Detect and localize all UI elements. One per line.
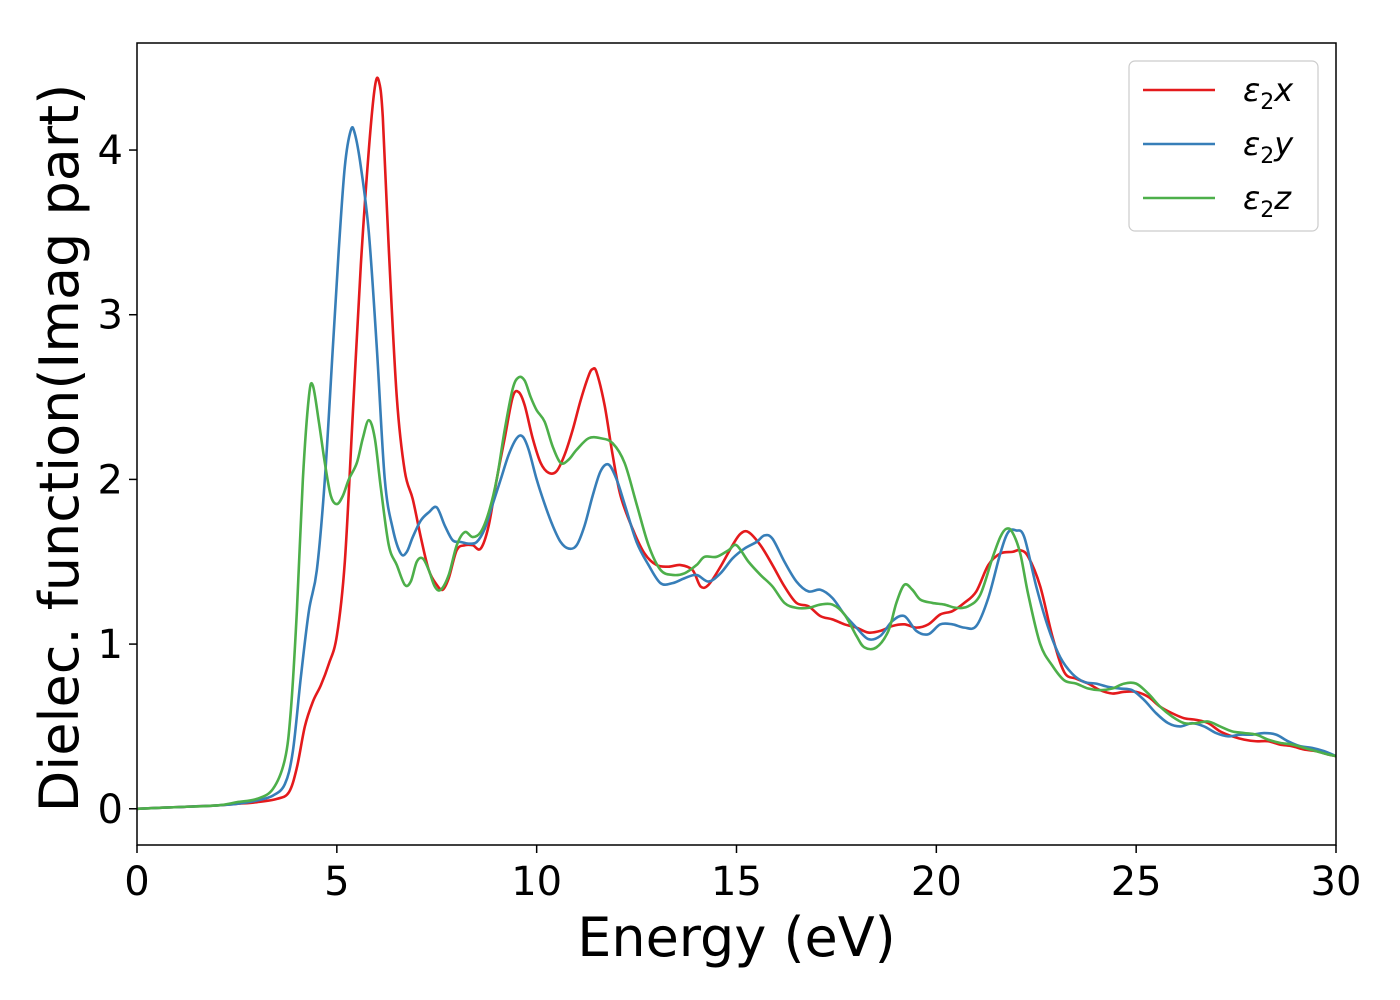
- x-tick-label: 15: [711, 859, 762, 905]
- y-tick-label: 4: [98, 128, 123, 174]
- legend-label-z: ε2z: [1243, 179, 1292, 223]
- legend-box: [1128, 60, 1319, 232]
- x-tick-label: 10: [511, 859, 562, 905]
- y-axis: 0 1 2 3 4: [98, 128, 137, 833]
- x-axis-title: Energy (eV): [577, 906, 896, 969]
- series-line-x: [137, 76, 1336, 811]
- y-tick-label: 1: [98, 622, 123, 668]
- x-tick-label: 5: [324, 859, 349, 905]
- y-tick-label: 0: [98, 787, 123, 833]
- y-axis-title: Dielec. function(Imag part): [28, 84, 91, 813]
- series-line-z: [137, 375, 1336, 811]
- x-tick-label: 0: [124, 859, 149, 905]
- x-tick-label: 25: [1111, 859, 1162, 905]
- legend: ε2x ε2y ε2z: [1128, 60, 1319, 232]
- series-line-y: [137, 126, 1336, 811]
- y-tick-label: 3: [98, 293, 123, 339]
- x-tick-label: 30: [1311, 859, 1362, 905]
- legend-label-x: ε2x: [1243, 71, 1294, 115]
- y-tick-label: 2: [98, 457, 123, 503]
- legend-label-y: ε2y: [1243, 125, 1294, 169]
- x-axis: 0 5 10 15 20 25 30: [124, 845, 1361, 905]
- x-tick-label: 20: [911, 859, 962, 905]
- plot-area: [137, 76, 1336, 811]
